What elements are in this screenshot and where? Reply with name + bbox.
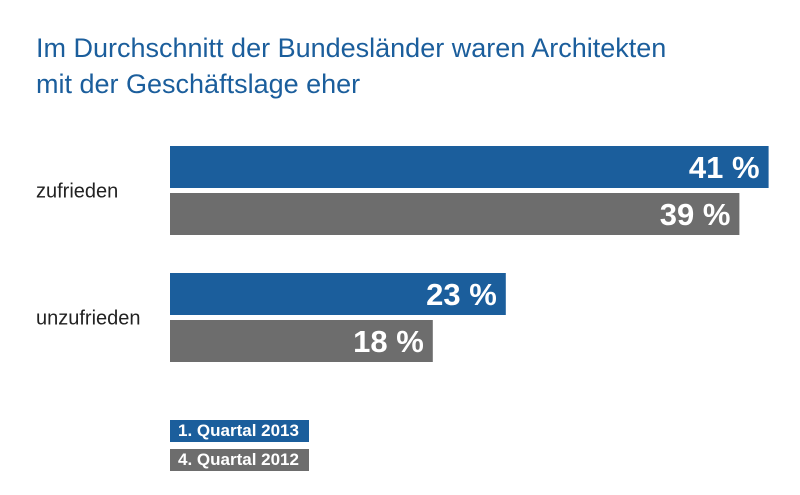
value-label-zufrieden-series-1: 41 % (689, 150, 760, 185)
bar-zufrieden-series-2 (170, 193, 740, 235)
category-label-unzufrieden: unzufrieden (36, 308, 141, 330)
chart-title: Im Durchschnitt der Bundesländer waren A… (36, 30, 776, 102)
bar-chart: zufrieden 41 % 39 % unzufrieden 23 %18 % (36, 146, 769, 362)
bar-unzufrieden-series-1 (170, 273, 506, 315)
bar-zufrieden-series-1 (170, 146, 769, 188)
legend: 1. Quartal 2013 4. Quartal 2012 (170, 420, 309, 478)
legend-item-4-quartal-2012: 4. Quartal 2012 (170, 449, 309, 471)
value-label-unzufrieden-series-1: 23 % (426, 277, 497, 312)
bar-unzufrieden-series-2 (170, 320, 433, 362)
chart-title-line-2: mit der Geschäftslage eher (36, 69, 361, 99)
value-label-zufrieden-series-2: 39 % (660, 197, 731, 232)
value-label-unzufrieden-series-2: 18 % (353, 324, 424, 359)
legend-label: 1. Quartal 2013 (178, 421, 299, 440)
legend-item-1-quartal-2013: 1. Quartal 2013 (170, 420, 309, 442)
legend-label: 4. Quartal 2012 (178, 450, 299, 469)
category-label-zufrieden: zufrieden (36, 181, 118, 203)
chart-title-line-1: Im Durchschnitt der Bundesländer waren A… (36, 33, 667, 63)
